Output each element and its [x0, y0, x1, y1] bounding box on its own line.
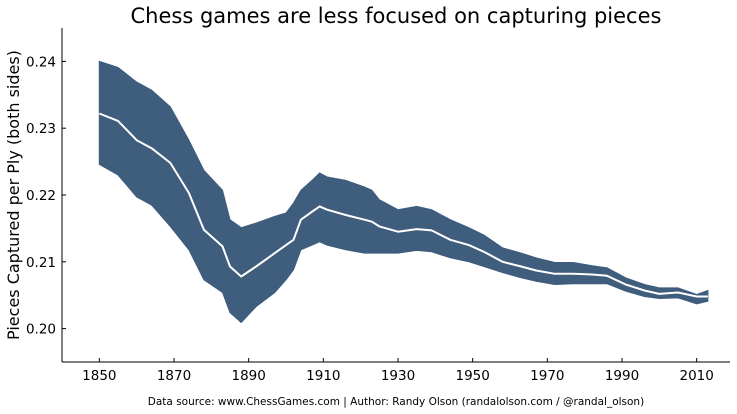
x-tick-label: 1890 — [231, 368, 265, 384]
x-tick-label: 1990 — [605, 368, 639, 384]
x-tick-label: 1850 — [82, 368, 116, 384]
chart-title: Chess games are less focused on capturin… — [131, 4, 662, 28]
mean-line — [98, 112, 708, 298]
y-axis-ticks: 0.20 0.21 0.22 0.23 0.24 — [26, 54, 66, 338]
y-tick-label: 0.23 — [26, 121, 56, 137]
confidence-band — [98, 60, 709, 324]
x-axis-ticks: 1850 1870 1890 1910 1930 1950 1970 1990 2010 — [82, 358, 714, 384]
x-tick-label: 1910 — [306, 368, 340, 384]
y-tick-label: 0.21 — [26, 255, 56, 271]
x-tick-label: 1950 — [455, 368, 489, 384]
x-tick-label: 1930 — [381, 368, 415, 384]
x-tick-label: 1870 — [157, 368, 191, 384]
x-tick-label: 1970 — [530, 368, 564, 384]
y-axis-label: Pieces Captured per Ply (both sides) — [4, 50, 23, 340]
x-tick-label: 2010 — [679, 368, 713, 384]
y-tick-label: 0.22 — [26, 188, 56, 204]
y-tick-label: 0.20 — [26, 322, 56, 338]
plot-area — [98, 60, 709, 324]
source-credit: Data source: www.ChessGames.com | Author… — [148, 396, 644, 408]
y-tick-label: 0.24 — [26, 54, 56, 70]
